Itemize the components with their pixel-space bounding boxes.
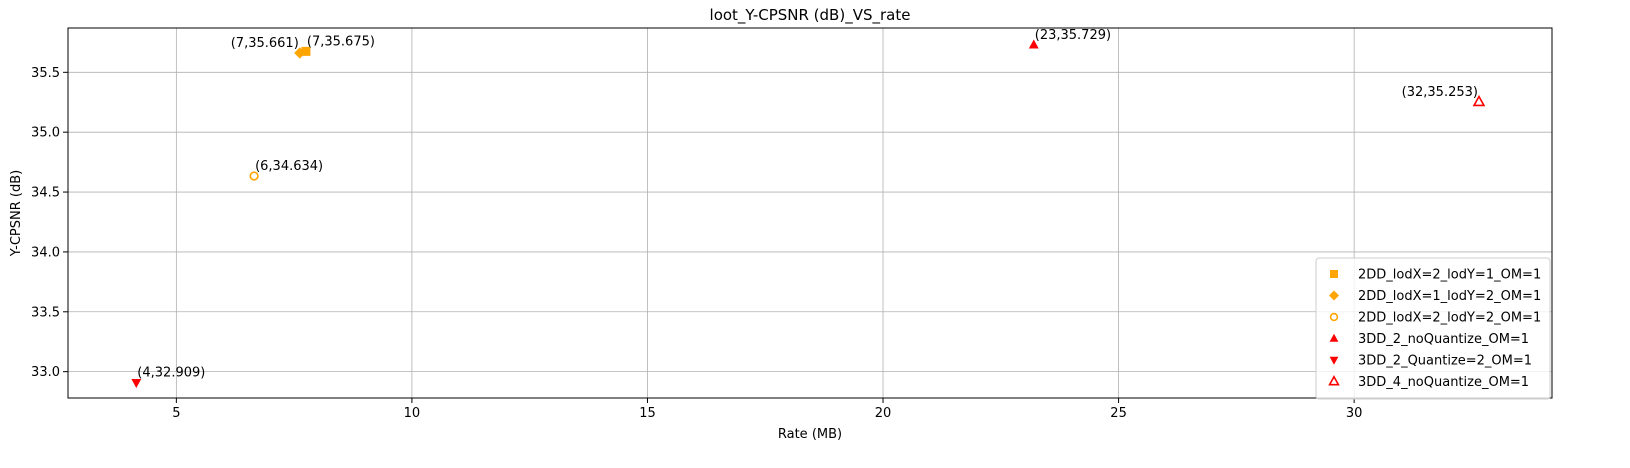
legend-marker-triangle-up xyxy=(1328,375,1340,386)
legend-entry: 2DD_lodX=2_lodY=2_OM=1 xyxy=(1358,311,1541,326)
data-point-triangle-up xyxy=(1028,39,1039,49)
legend-entry: 2DD_lodX=1_lodY=2_OM=1 xyxy=(1358,289,1541,304)
legend-entry: 3DD_4_noQuantize_OM=1 xyxy=(1358,375,1529,390)
y-axis-label: Y-CPSNR (dB) xyxy=(9,170,24,257)
legend-marker-octagon xyxy=(1329,312,1339,322)
legend-box xyxy=(1315,257,1551,400)
legend: 2DD_lodX=2_lodY=1_OM=1 2DD_lodX=1_lodY=2_… xyxy=(1315,257,1551,400)
y-tick-label: 34.5 xyxy=(31,186,60,201)
legend-marker-triangle-up xyxy=(1329,333,1339,342)
x-tick-label: 15 xyxy=(639,406,656,421)
plot-frame xyxy=(67,27,1553,399)
y-tick-label: 35.0 xyxy=(31,126,60,141)
x-tick-label: 30 xyxy=(1346,406,1363,421)
x-axis-ticks: 5 10 15 20 25 30 xyxy=(172,398,1362,421)
x-tick-label: 20 xyxy=(875,406,892,421)
y-tick-label: 35.5 xyxy=(31,66,60,81)
point-annotation: (4,32.909) xyxy=(137,366,205,381)
y-tick-label: 33.0 xyxy=(31,365,60,380)
legend-marker-diamond xyxy=(1329,290,1339,301)
legend-marker-square xyxy=(1330,270,1338,278)
chart-title: loot_Y-CPSNR (dB)_VS_rate xyxy=(710,6,911,25)
point-annotation: (6,34.634) xyxy=(255,159,323,174)
x-tick-label: 10 xyxy=(404,406,421,421)
legend-entry: 2DD_lodX=2_lodY=1_OM=1 xyxy=(1358,268,1541,283)
point-annotation: (7,35.675) xyxy=(307,34,375,49)
data-point-triangle-up xyxy=(1472,94,1486,107)
x-tick-label: 5 xyxy=(172,406,180,421)
data-point-triangle-down xyxy=(131,378,142,388)
legend-entry: 3DD_2_noQuantize_OM=1 xyxy=(1358,332,1529,347)
point-annotation: (32,35.253) xyxy=(1402,85,1478,100)
data-point-square xyxy=(301,46,311,56)
y-axis-ticks: 33.0 33.5 34.0 34.5 35.0 35.5 xyxy=(31,66,68,380)
legend-entry: 3DD_2_Quantize=2_OM=1 xyxy=(1358,354,1532,369)
data-points xyxy=(131,39,1486,388)
grid-lines xyxy=(68,28,1552,398)
data-point-diamond xyxy=(294,47,306,59)
point-annotation: (23,35.729) xyxy=(1035,28,1111,43)
x-axis-label: Rate (MB) xyxy=(778,427,842,442)
legend-marker-triangle-down xyxy=(1329,356,1339,365)
point-annotation: (7,35.661) xyxy=(231,36,299,51)
y-tick-label: 33.5 xyxy=(31,305,60,320)
data-point-octagon xyxy=(249,171,259,181)
point-annotations: (7,35.675) (7,35.661) (6,34.634) (23,35.729… xyxy=(137,28,1478,381)
y-tick-label: 34.0 xyxy=(31,245,60,260)
x-tick-label: 25 xyxy=(1110,406,1127,421)
